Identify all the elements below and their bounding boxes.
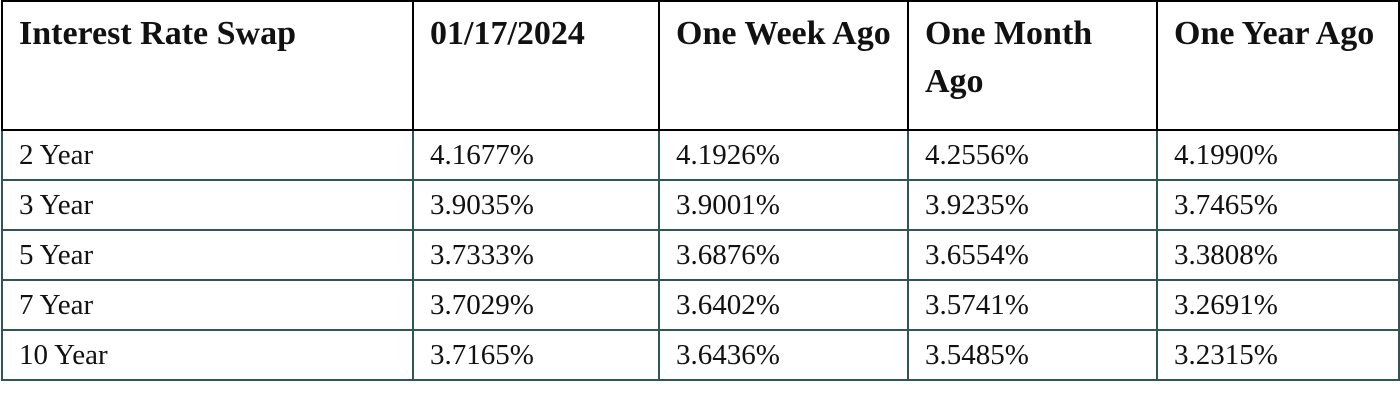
term-cell: 7 Year xyxy=(1,279,414,331)
table-row: 3 Year 3.9035% 3.9001% 3.9235% 3.7465% xyxy=(1,179,1400,231)
rate-cell: 3.9235% xyxy=(907,179,1158,231)
rate-cell: 3.2315% xyxy=(1156,329,1400,381)
rate-cell: 3.3808% xyxy=(1156,229,1400,281)
rate-cell: 4.1926% xyxy=(658,129,909,181)
term-cell: 2 Year xyxy=(1,129,414,181)
header-current-date: 01/17/2024 xyxy=(412,0,660,131)
rate-cell: 4.1677% xyxy=(412,129,660,181)
rate-cell: 3.6436% xyxy=(658,329,909,381)
rate-cell: 3.5741% xyxy=(907,279,1158,331)
rate-cell: 3.9035% xyxy=(412,179,660,231)
table-row: 7 Year 3.7029% 3.6402% 3.5741% 3.2691% xyxy=(1,279,1400,331)
header-one-month-ago: One Month Ago xyxy=(907,0,1158,131)
term-cell: 3 Year xyxy=(1,179,414,231)
header-one-week-ago: One Week Ago xyxy=(658,0,909,131)
table-row: 2 Year 4.1677% 4.1926% 4.2556% 4.1990% xyxy=(1,129,1400,181)
rate-cell: 3.6402% xyxy=(658,279,909,331)
rate-cell: 3.7333% xyxy=(412,229,660,281)
interest-rate-swap-table: Interest Rate Swap 01/17/2024 One Week A… xyxy=(1,0,1400,381)
rate-cell: 4.2556% xyxy=(907,129,1158,181)
term-cell: 5 Year xyxy=(1,229,414,281)
rate-cell: 3.2691% xyxy=(1156,279,1400,331)
term-cell: 10 Year xyxy=(1,329,414,381)
header-one-year-ago: One Year Ago xyxy=(1156,0,1400,131)
rate-cell: 3.5485% xyxy=(907,329,1158,381)
rate-cell: 3.6554% xyxy=(907,229,1158,281)
rate-cell: 3.7029% xyxy=(412,279,660,331)
header-row: Interest Rate Swap 01/17/2024 One Week A… xyxy=(1,0,1400,131)
table-row: 10 Year 3.7165% 3.6436% 3.5485% 3.2315% xyxy=(1,329,1400,381)
rate-cell: 3.7465% xyxy=(1156,179,1400,231)
rate-cell: 3.9001% xyxy=(658,179,909,231)
header-swap: Interest Rate Swap xyxy=(1,0,414,131)
rate-cell: 4.1990% xyxy=(1156,129,1400,181)
rate-cell: 3.6876% xyxy=(658,229,909,281)
rate-cell: 3.7165% xyxy=(412,329,660,381)
table-row: 5 Year 3.7333% 3.6876% 3.6554% 3.3808% xyxy=(1,229,1400,281)
